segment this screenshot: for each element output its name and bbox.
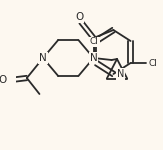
Text: Cl: Cl bbox=[90, 38, 99, 46]
Text: N: N bbox=[90, 53, 97, 63]
Text: N: N bbox=[117, 69, 124, 79]
Text: O: O bbox=[0, 75, 7, 85]
Text: Cl: Cl bbox=[149, 58, 157, 68]
Text: O: O bbox=[75, 12, 83, 22]
Text: N: N bbox=[39, 53, 47, 63]
